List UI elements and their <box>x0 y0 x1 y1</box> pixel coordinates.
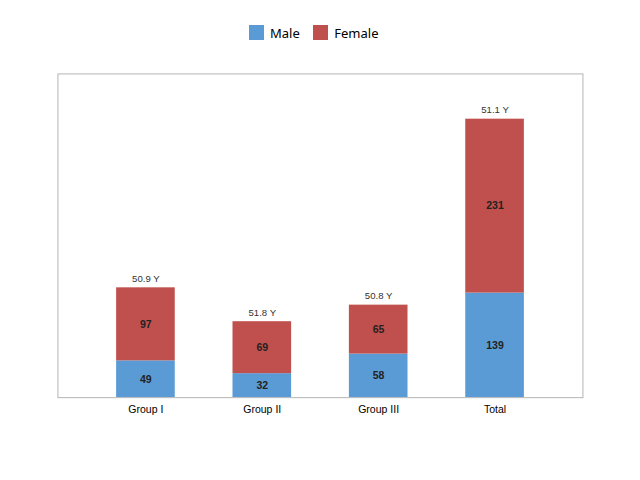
svg-text:Total: Total <box>484 403 506 415</box>
svg-text:231: 231 <box>486 199 504 211</box>
svg-text:49: 49 <box>140 372 152 384</box>
svg-text:69: 69 <box>256 340 268 352</box>
html-text:Male: Male <box>270 23 300 42</box>
svg-text:32: 32 <box>256 379 268 391</box>
svg-text:65: 65 <box>373 322 385 334</box>
svg-text:50.8 Y: 50.8 Y <box>365 290 393 301</box>
svg-text:Group III: Group III <box>358 403 399 415</box>
svg-text:58: 58 <box>373 369 385 381</box>
svg-text:Group II: Group II <box>243 403 281 415</box>
svg-text:Group I: Group I <box>128 403 163 415</box>
svg-text:51.8 Y: 51.8 Y <box>248 306 276 317</box>
svg-text:50.9 Y: 50.9 Y <box>132 273 160 284</box>
svg-text:139: 139 <box>486 338 504 350</box>
svg-text:97: 97 <box>140 317 152 329</box>
html-text:Female: Female <box>334 23 379 42</box>
svg-text:51.1 Y: 51.1 Y <box>481 104 509 115</box>
